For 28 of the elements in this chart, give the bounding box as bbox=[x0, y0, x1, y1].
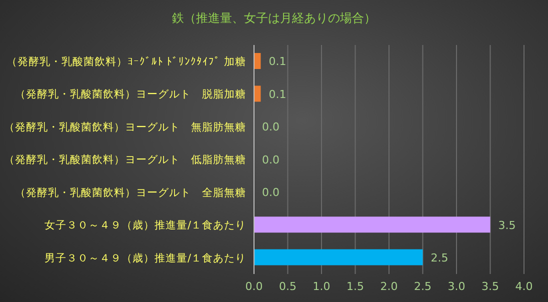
y-tick-label: （発酵乳・乳酸菌飲料）ﾖｰｸﾞﾙﾄ ﾄﾞﾘﾝｸﾀｲﾌﾟ 加糖 bbox=[6, 55, 246, 68]
y-tick-label: （発酵乳・乳酸菌飲料）ヨーグルト 低脂肪無糖 bbox=[4, 153, 246, 166]
data-label: 0.1 bbox=[268, 55, 286, 68]
y-tick-label: 女子３０～４９（歳）推進量/１食あたり bbox=[44, 218, 246, 232]
y-tick-label: 男子３０～４９（歳）推進量/１食あたり bbox=[44, 251, 246, 264]
bar bbox=[254, 216, 490, 233]
x-tick-label: 3.0 bbox=[448, 280, 466, 293]
y-tick-label: （発酵乳・乳酸菌飲料）ヨーグルト 全脂無糖 bbox=[15, 186, 246, 199]
x-tick-label: 1.0 bbox=[312, 280, 330, 293]
x-tick-label: 2.5 bbox=[414, 280, 432, 293]
y-tick-label: （発酵乳・乳酸菌飲料）ヨーグルト 脱脂加糖 bbox=[15, 88, 246, 101]
x-tick-label: 2.0 bbox=[380, 280, 398, 293]
bar bbox=[254, 249, 423, 266]
data-label: 0.1 bbox=[268, 88, 286, 101]
data-label: 0.0 bbox=[262, 153, 280, 166]
data-label: 0.0 bbox=[262, 186, 280, 200]
x-tick-label: 0.0 bbox=[245, 280, 263, 293]
y-tick-label: （発酵乳・乳酸菌飲料）ヨーグルト 無脂肪無糖 bbox=[4, 120, 246, 134]
x-tick-label: 0.5 bbox=[279, 280, 296, 293]
x-tick-label: 3.5 bbox=[482, 280, 499, 293]
data-label: 2.5 bbox=[430, 251, 448, 264]
data-label: 0.0 bbox=[262, 120, 280, 134]
bar bbox=[254, 86, 261, 102]
x-tick-label: 4.0 bbox=[515, 280, 533, 293]
x-tick-label: 1.5 bbox=[346, 280, 364, 293]
bar bbox=[254, 53, 261, 69]
data-label: 3.5 bbox=[498, 218, 516, 232]
chart-title: 鉄（推進量、女子は月経ありの場合） bbox=[171, 10, 377, 27]
